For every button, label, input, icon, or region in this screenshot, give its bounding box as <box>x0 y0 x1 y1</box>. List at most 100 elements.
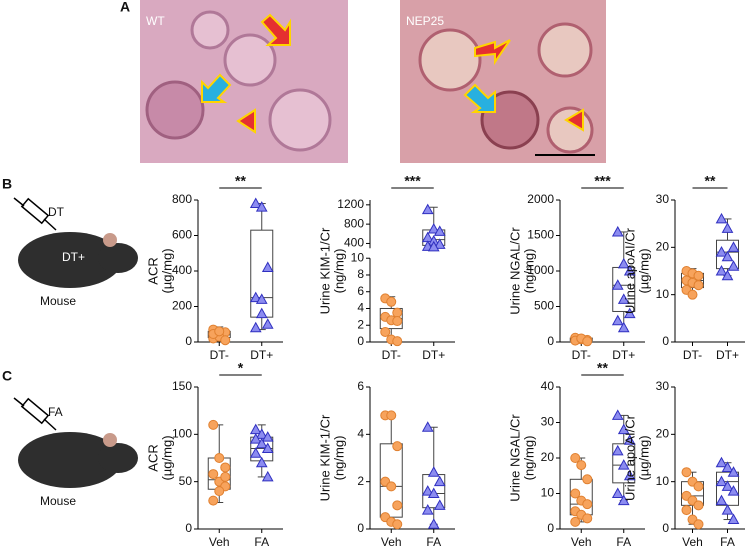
data-point <box>611 409 624 420</box>
y-tick-label: 500 <box>534 299 554 313</box>
data-point <box>392 500 403 511</box>
data-point <box>715 494 728 506</box>
data-point <box>249 291 262 303</box>
y-tick-label: 0 <box>185 334 192 348</box>
data-point <box>611 225 624 237</box>
y-tick-label: 1200 <box>337 197 364 211</box>
y-tick-label: 0 <box>662 334 669 348</box>
data-point <box>582 474 593 485</box>
y-tick-label: 30 <box>656 192 670 206</box>
panel-label: A <box>120 0 130 15</box>
data-point <box>617 257 630 269</box>
y-tick-label: 2 <box>357 474 364 488</box>
y-tick-label: 10 <box>656 474 670 488</box>
data-point <box>715 264 728 276</box>
significance-label: ** <box>235 173 246 189</box>
y-axis-label: (ng/mg) <box>521 249 536 294</box>
data-point <box>721 250 734 262</box>
data-point <box>220 471 231 482</box>
data-point <box>727 241 740 252</box>
y-axis-label: Urine KIM-1/Cr <box>317 414 332 501</box>
data-point <box>582 336 593 347</box>
data-point <box>386 410 397 421</box>
significance-label: *** <box>594 173 611 189</box>
y-tick-label: 0 <box>547 334 554 348</box>
data-point <box>570 516 581 527</box>
data-point <box>715 212 728 224</box>
y-tick-label: 10 <box>351 250 365 264</box>
y-tick-label: 200 <box>172 299 192 313</box>
x-tick-label: Veh <box>682 535 703 549</box>
y-tick-label: 0 <box>662 521 669 535</box>
x-tick-label: Veh <box>571 535 592 549</box>
data-point <box>249 197 262 209</box>
data-point <box>693 500 704 511</box>
data-point <box>617 494 630 506</box>
y-tick-label: 0 <box>185 521 192 535</box>
data-point <box>421 485 434 496</box>
data-point <box>220 335 231 346</box>
syringe-label: FA <box>48 405 63 419</box>
y-axis-label: Urine apoAI/Cr <box>622 414 637 501</box>
data-point <box>392 307 403 318</box>
y-tick-label: 6 <box>357 379 364 393</box>
data-point <box>261 442 274 454</box>
data-point <box>208 469 219 480</box>
y-tick-label: 20 <box>541 450 555 464</box>
y-tick-label: 150 <box>172 379 192 393</box>
data-point <box>392 519 403 530</box>
data-point <box>255 201 268 212</box>
data-point <box>255 293 268 304</box>
y-tick-label: 4 <box>357 301 364 315</box>
y-tick-label: 30 <box>541 415 555 429</box>
data-point <box>611 444 624 456</box>
x-tick-label: FA <box>616 535 631 549</box>
data-point <box>693 519 704 530</box>
x-tick-label: DT- <box>382 348 401 362</box>
data-point <box>386 481 397 492</box>
data-point <box>392 441 403 452</box>
x-tick-label: DT- <box>210 348 229 362</box>
data-point <box>255 456 268 468</box>
mouse-caption: Mouse <box>40 294 76 308</box>
x-tick-label: FA <box>254 535 269 549</box>
data-point <box>570 453 581 463</box>
data-point <box>214 326 225 337</box>
data-point <box>617 423 630 435</box>
data-point <box>681 505 692 516</box>
y-tick-label: 0 <box>547 521 554 535</box>
data-point <box>427 222 440 234</box>
mouse-label: DT+ <box>62 250 85 264</box>
data-point <box>433 475 446 487</box>
y-axis-label: (µg/mg) <box>636 435 651 480</box>
y-tick-label: 100 <box>172 427 192 441</box>
data-point <box>249 321 262 333</box>
y-axis-label: (µg/mg) <box>159 435 174 480</box>
data-point <box>421 504 434 515</box>
y-axis-label: ACR <box>145 257 160 284</box>
data-point <box>623 307 636 319</box>
y-tick-label: 800 <box>172 192 192 206</box>
data-point <box>617 293 630 304</box>
panel-label: B <box>2 176 12 192</box>
box <box>716 239 739 270</box>
data-point <box>727 466 740 477</box>
x-tick-label: FA <box>426 535 441 549</box>
data-point <box>582 513 593 524</box>
x-tick-label: DT+ <box>250 348 273 362</box>
data-point <box>249 423 262 435</box>
data-point <box>623 264 636 276</box>
y-tick-label: 30 <box>656 379 670 393</box>
data-point <box>721 504 734 515</box>
box <box>612 443 636 484</box>
data-point <box>721 480 734 491</box>
data-point <box>214 486 225 497</box>
y-axis-label: (ng/mg) <box>331 436 346 481</box>
data-point <box>255 307 268 319</box>
mouse-icon <box>18 232 138 288</box>
data-point <box>208 495 219 506</box>
syringe-icon <box>13 197 57 231</box>
data-point <box>427 487 440 498</box>
data-point <box>214 453 225 463</box>
data-point <box>392 316 403 327</box>
